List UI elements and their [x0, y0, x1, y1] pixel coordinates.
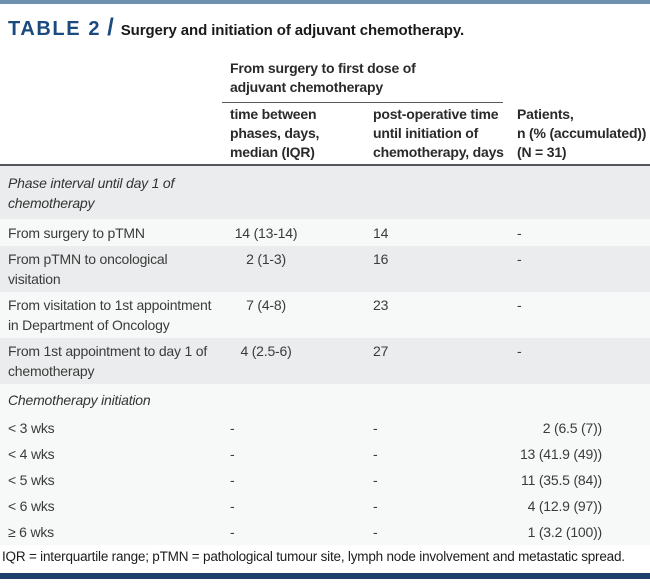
row-label: < 5 wks	[8, 472, 55, 488]
cell-patients: -	[517, 225, 522, 241]
cell-time-between-phases: -	[230, 420, 235, 436]
header-rule	[0, 164, 650, 166]
cell-postoperative-time: -	[373, 472, 378, 488]
section-label: Phase interval until day 1 of chemothera…	[8, 175, 175, 211]
cell-time-between-phases: -	[230, 498, 235, 514]
cell-patients: 11 (35.5 (84))	[521, 472, 602, 488]
row-label: From pTMN to oncological visitation	[8, 251, 168, 287]
cell-patients: 4 (12.9 (97))	[527, 498, 603, 514]
cell-postoperative-time: 16	[373, 251, 389, 267]
table-row: From visitation to 1st appointment in De…	[0, 292, 650, 338]
section-label: Chemotherapy initiation	[8, 392, 151, 408]
cell-patients: 13 (41.9 (49))	[519, 446, 602, 462]
table-row-section-phase-interval: Phase interval until day 1 of chemothera…	[0, 166, 650, 219]
cell-patients: -	[517, 251, 522, 267]
row-label: < 4 wks	[8, 446, 55, 462]
spanning-column-header: From surgery to first dose of adjuvant c…	[230, 60, 416, 95]
row-label: From 1st appointment to day 1 of chemoth…	[8, 343, 208, 379]
column-header-patients: Patients, n (% (accumulated)) (N = 31)	[517, 106, 647, 160]
table-row: From surgery to pTMN 14 (13-14) 14 -	[0, 219, 650, 246]
cell-time-between-phases: 2 (1-3)	[246, 251, 286, 267]
table-number-label: TABLE 2	[8, 18, 102, 40]
cell-patients: -	[517, 297, 522, 313]
row-label: < 6 wks	[8, 498, 55, 514]
row-label: From visitation to 1st appointment in De…	[8, 297, 212, 333]
span-header-underline	[222, 102, 503, 103]
row-label: < 3 wks	[8, 420, 55, 436]
cell-time-between-phases: 4 (2.5-6)	[240, 343, 292, 359]
table-row: < 4 wks - - 13 (41.9 (49))	[0, 441, 650, 467]
cell-time-between-phases: -	[230, 472, 235, 488]
table-caption: Surgery and initiation of adjuvant chemo…	[120, 22, 465, 39]
table-row: < 5 wks - - 11 (35.5 (84))	[0, 467, 650, 493]
column-header-time-between-phases: time between phases, days, median (IQR)	[230, 106, 320, 160]
cell-patients: -	[517, 343, 522, 359]
column-header-postoperative-time: post-operative time until initiation of …	[373, 106, 504, 160]
row-label: From surgery to pTMN	[8, 225, 145, 241]
table-body: Phase interval until day 1 of chemothera…	[0, 166, 650, 545]
table-header: From surgery to first dose of adjuvant c…	[0, 58, 650, 164]
cell-postoperative-time: 27	[373, 343, 389, 359]
cell-postoperative-time: -	[373, 498, 378, 514]
cell-postoperative-time: -	[373, 446, 378, 462]
cell-time-between-phases: 14 (13-14)	[234, 225, 298, 241]
table-row-section-chemo-initiation: Chemotherapy initiation	[0, 384, 650, 415]
cell-time-between-phases: -	[230, 524, 235, 540]
cell-postoperative-time: 23	[373, 297, 389, 313]
cell-postoperative-time: -	[373, 420, 378, 436]
table-row: < 3 wks - - 2 (6.5 (7))	[0, 415, 650, 441]
cell-time-between-phases: 7 (4-8)	[246, 297, 286, 313]
table-row: < 6 wks - - 4 (12.9 (97))	[0, 493, 650, 519]
table-row: From pTMN to oncological visitation 2 (1…	[0, 246, 650, 292]
cell-patients: 2 (6.5 (7))	[542, 420, 602, 436]
table-title: TABLE 2 / Surgery and initiation of adju…	[8, 14, 650, 41]
cell-postoperative-time: 14	[373, 225, 389, 241]
cell-patients: 1 (3.2 (100))	[527, 524, 603, 540]
table-row: ≥ 6 wks - - 1 (3.2 (100))	[0, 519, 650, 545]
table-row: From 1st appointment to day 1 of chemoth…	[0, 338, 650, 384]
table-footnote: IQR = interquartile range; pTMN = pathol…	[2, 549, 625, 564]
row-label: ≥ 6 wks	[8, 524, 54, 540]
title-slash-separator: /	[107, 14, 114, 41]
bottom-accent-bar	[0, 573, 650, 579]
cell-postoperative-time: -	[373, 524, 378, 540]
cell-time-between-phases: -	[230, 446, 235, 462]
top-accent-bar	[0, 0, 650, 4]
